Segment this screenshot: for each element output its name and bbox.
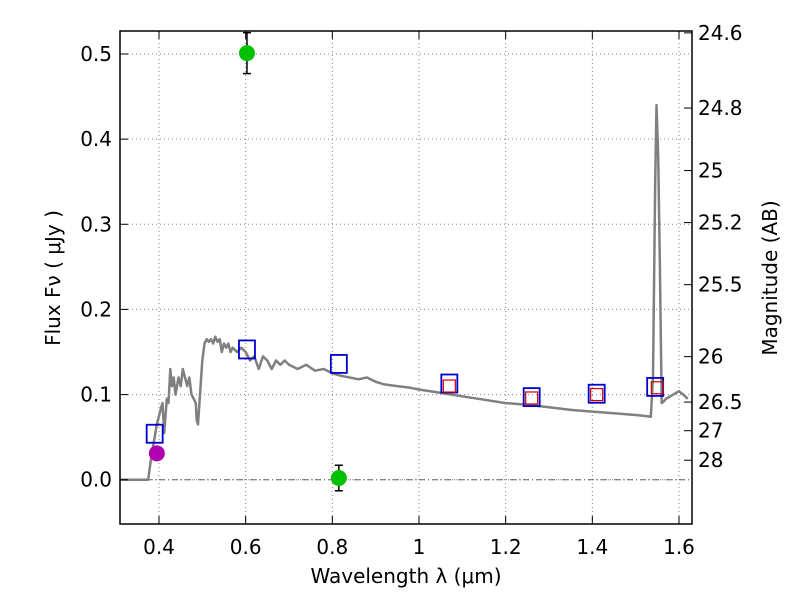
magnitude-tick-label: 26 — [698, 345, 723, 369]
magnitude-tick-label: 25 — [698, 159, 723, 183]
x-tick-label: 0.6 — [230, 535, 262, 559]
y-tick-label: 0.5 — [80, 42, 112, 66]
y-axis-label: Flux Fν ( μJy ) — [41, 210, 65, 346]
model-photometry-square — [329, 354, 348, 374]
x-axis-label: Wavelength λ (μm) — [310, 564, 501, 588]
x-tick-label: 1.6 — [663, 535, 695, 559]
magnitude-tick-label: 28 — [698, 448, 723, 472]
y-tick-label: 0.1 — [80, 383, 112, 407]
plot-frame — [119, 30, 693, 525]
magnitude-tick-label: 27 — [698, 419, 723, 443]
model-sed-line — [120, 103, 689, 481]
y-tick-label: 0.4 — [80, 127, 112, 151]
x-tick-label: 1.2 — [490, 535, 522, 559]
x-tick-label: 0.4 — [143, 535, 175, 559]
magnitude-tick-label: 24.8 — [698, 96, 743, 120]
model-flux-square — [590, 387, 604, 402]
model-photometry-square — [587, 383, 606, 404]
magnitude-tick-label: 26.5 — [698, 390, 743, 414]
x-tick-label: 1.4 — [576, 535, 608, 559]
magnitude-axis-ticks: 24.6 24.8 25 25.2 25.5 26 26.5 27 28 — [684, 21, 743, 472]
model-photometry-square — [522, 387, 541, 408]
magnitude-axis-label: Magnitude (AB) — [758, 200, 782, 355]
model-flux-square — [525, 391, 539, 405]
y-tick-label: 0.2 — [80, 297, 112, 321]
x-tick-label: 0.8 — [316, 535, 348, 559]
grid-lines — [120, 31, 692, 524]
observed-flux-point — [330, 470, 347, 487]
y-axis-ticks: 0.0 0.1 0.2 0.3 0.4 0.5 — [80, 42, 128, 492]
magnitude-tick-label: 25.2 — [698, 211, 743, 235]
model-flux-square — [650, 381, 664, 395]
y-tick-label: 0.3 — [80, 212, 112, 236]
data-marks — [145, 31, 665, 492]
observed-flux-point — [238, 45, 255, 62]
model-photometry-square — [238, 339, 256, 360]
observed-flux-point — [148, 445, 165, 462]
x-axis-ticks: 0.4 0.6 0.8 1 1.2 1.4 1.6 — [143, 31, 695, 559]
model-flux-square — [442, 379, 456, 393]
model-sed-curve — [120, 103, 689, 481]
magnitude-tick-label: 25.5 — [698, 273, 743, 297]
y-tick-label: 0.0 — [80, 468, 112, 492]
model-photometry-square — [145, 423, 164, 444]
magnitude-tick-label: 24.6 — [698, 21, 743, 45]
x-tick-label: 1 — [413, 535, 426, 559]
